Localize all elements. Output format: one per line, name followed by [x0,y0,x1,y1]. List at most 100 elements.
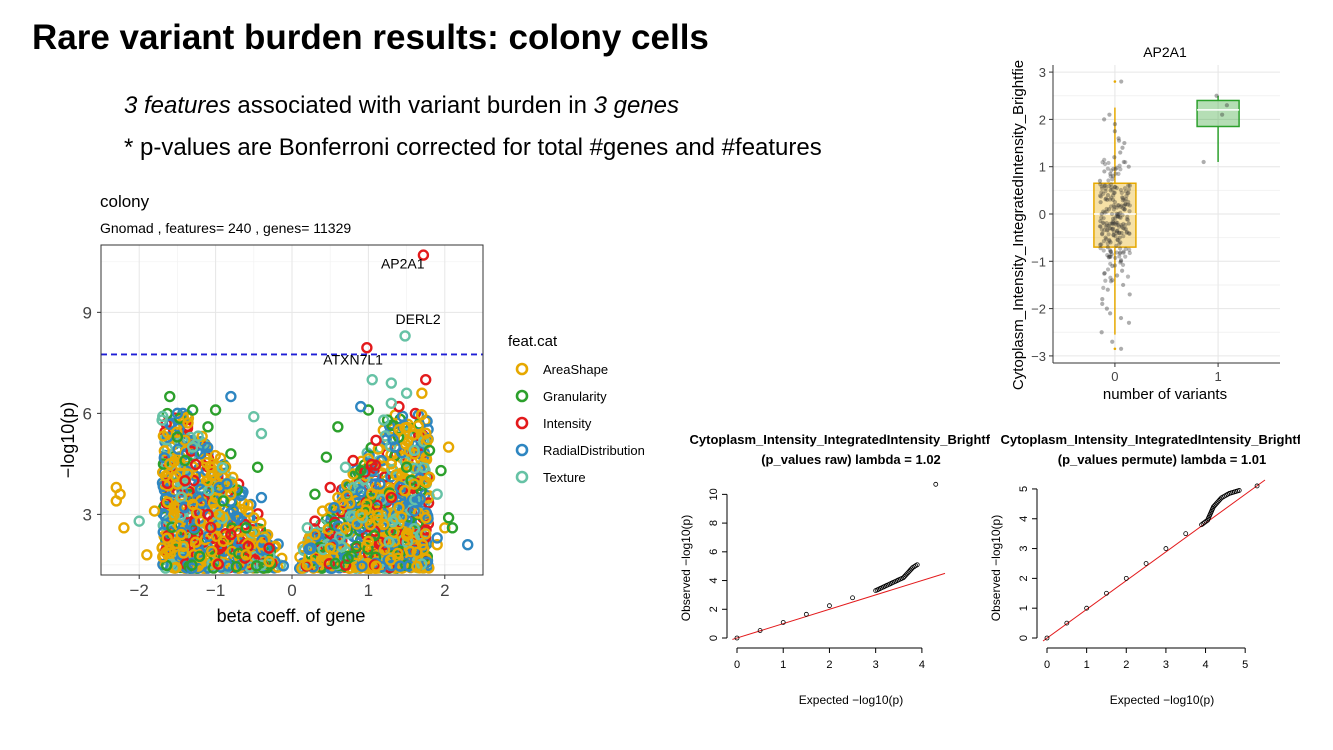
volcano-point [209,404,222,416]
qq-reference-line [732,572,946,640]
box-jitter-point [1120,198,1125,203]
volcano-point [408,505,420,517]
box-jitter-point [1097,193,1103,198]
volcano-point [332,491,344,504]
volcano-point [186,498,199,510]
qq-point [1163,546,1169,551]
box-jitter-point [1113,216,1118,221]
volcano-point [213,508,226,521]
box-jitter-point [1104,228,1110,233]
box-x-tick-label: 0 [1111,369,1118,384]
box-jitter-point [1120,196,1126,201]
box-jitter-point [1121,250,1126,255]
volcano-point [393,501,405,514]
box-jitter-point [1117,241,1122,246]
volcano-point [194,448,207,460]
volcano-title: colony [100,192,150,211]
volcano-dense-marker [390,468,402,481]
volcano-point [420,373,432,386]
box-jitter-point [1121,234,1126,239]
volcano-dense-marker [212,558,224,570]
box-jitter-point [1123,160,1128,165]
box-jitter-point [1122,186,1128,191]
volcano-point [179,454,191,467]
volcano-dense-marker [422,433,434,446]
qq-x-tick-label: 1 [1084,659,1090,671]
box-jitter-point [1123,189,1128,194]
box-jitter-point [1108,275,1113,280]
box-jitter-point [1116,203,1121,208]
box-jitter-point [1112,185,1118,190]
box-jitter-point [1111,229,1116,234]
box-jitter-point [1110,193,1116,198]
volcano-dense-marker [233,547,245,560]
volcano-point [179,475,191,487]
box-jitter-point [1115,237,1120,242]
box-jitter-point [1111,232,1116,237]
box-jitter-point [1100,160,1105,165]
volcano-point [439,522,451,534]
volcano-dense-marker [404,545,417,558]
box-jitter-point [1114,214,1119,219]
box-jitter-point [1123,201,1128,207]
box-jitter-point [1099,330,1104,335]
volcano-dense-marker [157,458,170,470]
box-jitter-point [1108,249,1113,254]
box-jitter-point [1220,112,1225,117]
box-jitter-point [1126,190,1131,195]
box-jitter-point [1102,157,1107,162]
volcano-dense-marker [173,467,186,479]
box-jitter-point [1099,232,1105,237]
volcano-dense-marker [216,461,228,474]
volcano-point [423,471,436,484]
box-jitter-point [1112,155,1117,160]
volcano-x-tick-label: 2 [440,581,449,600]
volcano-point [202,421,214,433]
box-y-tick-label: −1 [1031,254,1046,269]
volcano-dense-marker [206,557,219,569]
volcano-point [171,431,184,443]
box-jitter-point [1102,271,1107,276]
volcano-dense-marker [411,560,423,573]
volcano-x-tick-label: 0 [287,581,296,600]
volcano-point [118,522,130,534]
volcano-dense-marker [420,427,432,439]
box-jitter-point [1127,209,1132,214]
volcano-point [251,461,264,473]
box-jitter-point [1113,255,1118,261]
volcano-point [431,538,443,551]
box-jitter-point [1108,311,1113,316]
box-jitter-point [1121,282,1126,288]
volcano-x-tick-label: −1 [206,581,225,600]
box-jitter-point [1112,200,1118,205]
volcano-point [361,342,373,354]
volcano-dense-marker [409,493,421,506]
box-jitter-point [1101,209,1106,214]
box-jitter-point [1121,206,1126,211]
volcano-dense-marker [399,422,411,434]
volcano-point [366,373,378,386]
volcano-dense-marker [365,458,378,471]
volcano-point [255,427,268,440]
qq-permute-subtitle: (p_values permute) lambda = 1.01 [1058,452,1266,467]
box-jitter-point [1214,93,1219,98]
box-jitter-point [1106,255,1111,260]
box-jitter-point [1108,254,1113,259]
box-jitter-point [1125,202,1131,207]
volcano-point [301,559,313,571]
volcano-dense-marker [419,528,432,540]
box-jitter-point [1106,183,1112,189]
box-jitter-point [1113,171,1118,176]
box-jitter-point [1103,196,1109,201]
box-jitter-point [1103,183,1108,188]
box-jitter-point [1124,230,1129,235]
box-jitter-point [1123,202,1128,207]
volcano-point [446,522,459,534]
box-jitter-point [1114,220,1119,225]
box-jitter-point [1110,339,1115,344]
legend-key-marker [515,470,529,484]
qq-point [933,481,939,487]
qq-raw-panel: 0 1 2 3 4 0 2 4 6 8 10 [708,481,946,671]
volcano-dense-marker [323,558,336,570]
box-jitter-point [1112,122,1118,127]
